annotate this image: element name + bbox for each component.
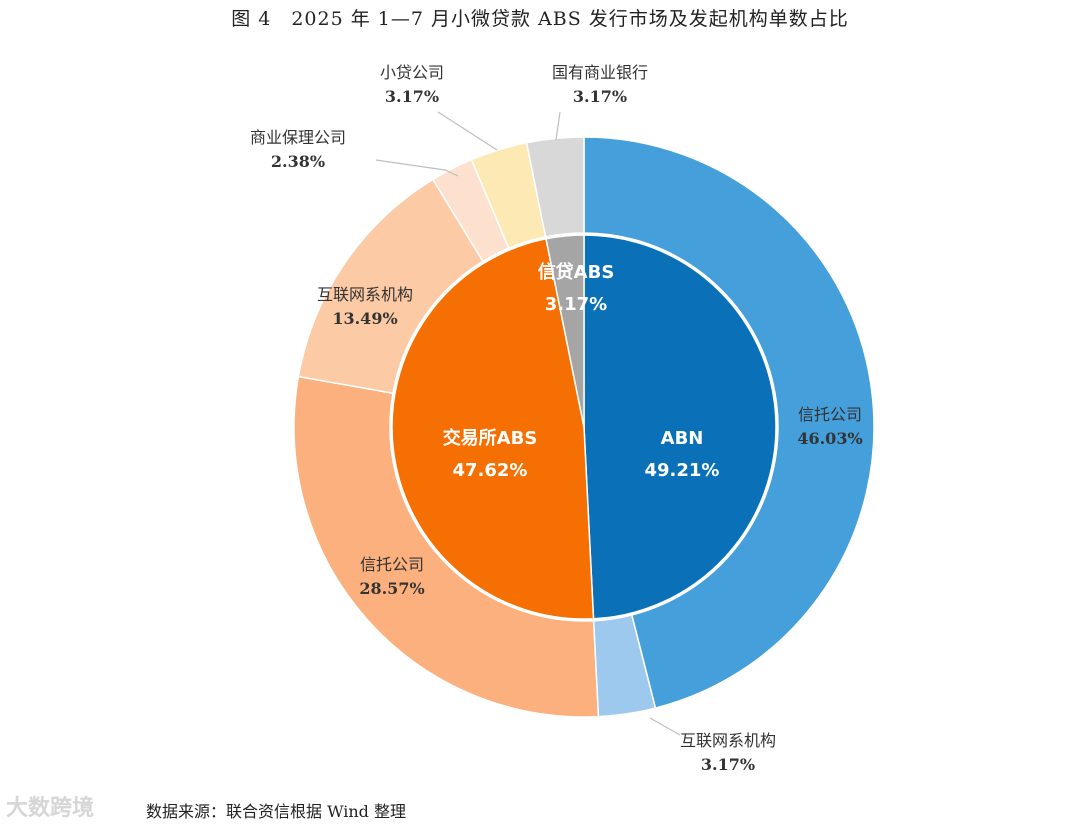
outer-label-name-4: 商业保理公司 [250, 128, 346, 147]
outer-slice-0 [583, 136, 875, 709]
source-note: 数据来源：联合资信根据 Wind 整理 [146, 802, 407, 821]
outer-label-name-5: 小贷公司 [380, 63, 444, 82]
leader-line-6 [555, 111, 561, 141]
outer-slice-2 [293, 375, 600, 718]
outer-label-name-6: 国有商业银行 [552, 63, 648, 82]
outer-label-value-4: 2.38% [271, 152, 325, 171]
inner-label-name-1: 交易所ABS [443, 427, 538, 449]
inner-label-value-2: 3.17% [545, 294, 607, 315]
watermark: 大数跨境 [6, 796, 95, 821]
outer-slice-6 [525, 136, 585, 238]
inner-label-value-0: 49.21% [645, 460, 720, 481]
leader-line-5 [437, 111, 498, 151]
outer-label-name-0: 信托公司 [798, 405, 862, 424]
outer-label-value-1: 3.17% [701, 755, 755, 774]
outer-label-name-1: 互联网系机构 [680, 731, 776, 750]
inner-label-name-2: 信贷ABS [538, 261, 615, 283]
outer-label-value-3: 13.49% [332, 309, 397, 328]
inner-slice-0 [583, 234, 777, 620]
inner-slice-1 [391, 237, 595, 620]
chart-title: 图 4 2025 年 1—7 月小微贷款 ABS 发行市场及发起机构单数占比 [231, 8, 849, 30]
outer-label-value-0: 46.03% [797, 429, 862, 448]
inner-label-name-0: ABN [661, 428, 704, 449]
outer-label-value-5: 3.17% [385, 87, 439, 106]
outer-label-name-3: 互联网系机构 [317, 285, 413, 304]
leader-line-4 [375, 159, 459, 177]
outer-label-value-2: 28.57% [359, 579, 424, 598]
inner-label-value-1: 47.62% [453, 460, 528, 481]
inner-slice-2 [545, 234, 585, 428]
leader-line-1 [649, 717, 681, 736]
outer-label-value-6: 3.17% [573, 87, 627, 106]
outer-label-name-2: 信托公司 [360, 555, 424, 574]
